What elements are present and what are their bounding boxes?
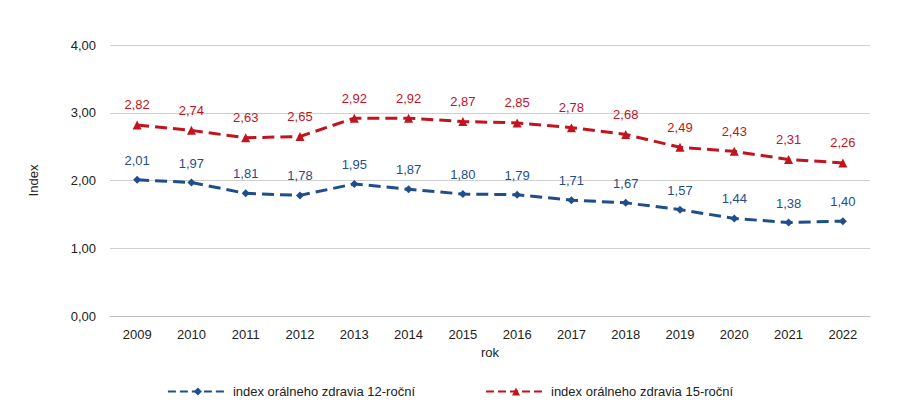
svg-text:2,26: 2,26 xyxy=(830,135,855,150)
svg-text:4,00: 4,00 xyxy=(71,38,96,53)
svg-text:1,57: 1,57 xyxy=(667,183,692,198)
svg-text:2021: 2021 xyxy=(774,327,803,342)
svg-text:2018: 2018 xyxy=(611,327,640,342)
svg-text:2,01: 2,01 xyxy=(124,153,149,168)
svg-text:2010: 2010 xyxy=(177,327,206,342)
svg-text:2,63: 2,63 xyxy=(233,110,258,125)
svg-text:2,85: 2,85 xyxy=(504,95,529,110)
svg-text:2019: 2019 xyxy=(666,327,695,342)
svg-text:3,00: 3,00 xyxy=(71,105,96,120)
svg-text:2013: 2013 xyxy=(340,327,369,342)
svg-text:1,87: 1,87 xyxy=(396,162,421,177)
svg-text:2020: 2020 xyxy=(720,327,749,342)
svg-text:1,79: 1,79 xyxy=(504,168,529,183)
svg-text:1,78: 1,78 xyxy=(287,168,312,183)
svg-text:Index: Index xyxy=(26,164,41,196)
svg-text:2011: 2011 xyxy=(232,327,260,342)
svg-text:1,80: 1,80 xyxy=(450,167,475,182)
svg-text:2,74: 2,74 xyxy=(179,103,204,118)
svg-text:2014: 2014 xyxy=(394,327,423,342)
svg-text:index orálneho zdravia 12-ročn: index orálneho zdravia 12-roční xyxy=(233,384,415,399)
svg-text:2,00: 2,00 xyxy=(71,173,96,188)
svg-text:2017: 2017 xyxy=(557,327,586,342)
svg-text:1,81: 1,81 xyxy=(233,166,258,181)
svg-text:1,44: 1,44 xyxy=(722,191,747,206)
svg-text:2,68: 2,68 xyxy=(613,107,638,122)
svg-text:2,78: 2,78 xyxy=(559,100,584,115)
svg-text:2009: 2009 xyxy=(123,327,152,342)
svg-text:2,82: 2,82 xyxy=(124,97,149,112)
svg-text:2022: 2022 xyxy=(828,327,857,342)
svg-text:0,00: 0,00 xyxy=(71,309,96,324)
svg-text:2,65: 2,65 xyxy=(287,109,312,124)
svg-text:1,67: 1,67 xyxy=(613,176,638,191)
svg-text:2,31: 2,31 xyxy=(776,132,801,147)
svg-text:2,92: 2,92 xyxy=(342,91,367,106)
svg-text:2016: 2016 xyxy=(503,327,532,342)
svg-text:1,00: 1,00 xyxy=(71,241,96,256)
svg-text:2,87: 2,87 xyxy=(450,94,475,109)
svg-text:index orálneho zdravia 15-ročn: index orálneho zdravia 15-roční xyxy=(551,384,733,399)
svg-text:2012: 2012 xyxy=(286,327,315,342)
svg-text:2015: 2015 xyxy=(448,327,477,342)
svg-text:1,71: 1,71 xyxy=(559,173,584,188)
svg-text:1,95: 1,95 xyxy=(342,157,367,172)
svg-text:2,92: 2,92 xyxy=(396,91,421,106)
svg-text:2,43: 2,43 xyxy=(722,124,747,139)
svg-text:1,97: 1,97 xyxy=(179,156,204,171)
svg-text:2,49: 2,49 xyxy=(667,120,692,135)
svg-text:rok: rok xyxy=(481,345,500,360)
svg-text:1,40: 1,40 xyxy=(830,194,855,209)
svg-text:1,38: 1,38 xyxy=(776,196,801,211)
